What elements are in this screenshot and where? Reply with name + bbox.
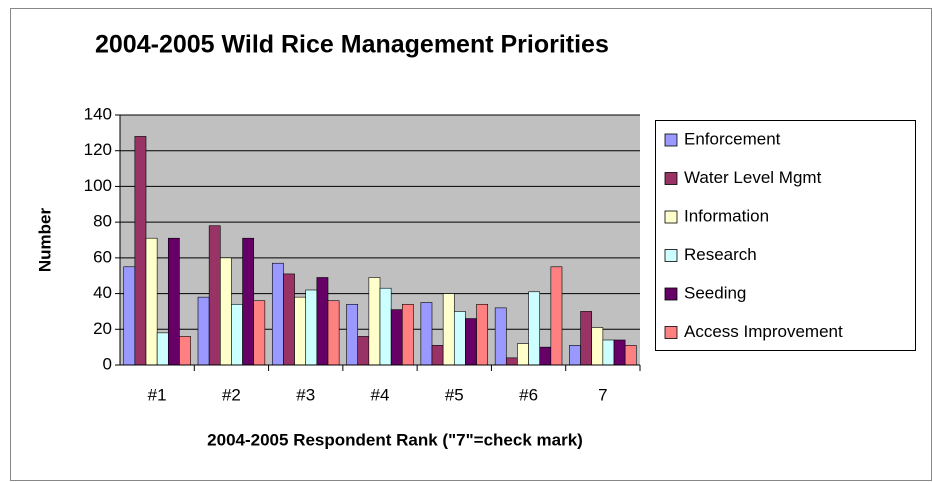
bar bbox=[624, 345, 637, 366]
y-tick-label: 140 bbox=[84, 104, 112, 123]
x-tick-label: #3 bbox=[296, 385, 315, 404]
x-tick-label: #4 bbox=[371, 385, 390, 404]
bar bbox=[167, 237, 180, 366]
bar bbox=[219, 257, 232, 366]
bar bbox=[231, 303, 243, 366]
chart-title: 2004-2005 Wild Rice Management Prioritie… bbox=[95, 31, 609, 59]
bar bbox=[550, 266, 563, 366]
bar bbox=[453, 311, 466, 366]
legend-label: Access Improvement bbox=[684, 322, 843, 341]
legend-swatch bbox=[664, 287, 678, 301]
y-tick-label: 100 bbox=[84, 176, 112, 195]
bar bbox=[431, 345, 444, 366]
y-tick-label: 60 bbox=[93, 247, 112, 266]
bar bbox=[197, 296, 210, 366]
x-tick-label: 7 bbox=[598, 385, 607, 404]
y-tick-label: 0 bbox=[103, 354, 112, 373]
bar bbox=[602, 339, 615, 366]
bar bbox=[390, 309, 403, 366]
bar bbox=[569, 345, 581, 366]
bar bbox=[379, 287, 392, 366]
bar bbox=[327, 300, 340, 366]
bar bbox=[253, 300, 266, 366]
legend-swatch bbox=[664, 133, 678, 147]
x-tick-label: #1 bbox=[148, 385, 167, 404]
bar bbox=[580, 311, 593, 366]
bar bbox=[476, 303, 489, 366]
bar bbox=[242, 237, 255, 366]
y-axis-label: Number bbox=[35, 208, 54, 273]
bar bbox=[134, 136, 147, 366]
legend-swatch bbox=[664, 172, 678, 185]
bar bbox=[420, 302, 433, 366]
bar bbox=[208, 225, 221, 366]
bar bbox=[305, 289, 318, 366]
legend-label: Enforcement bbox=[684, 129, 781, 148]
legend-label: Seeding bbox=[684, 283, 746, 302]
bar bbox=[539, 346, 552, 366]
legend-label: Information bbox=[684, 206, 769, 225]
bar bbox=[442, 293, 455, 366]
bar bbox=[179, 336, 191, 366]
bar bbox=[145, 237, 158, 366]
legend-swatch bbox=[664, 326, 678, 339]
legend-label: Research bbox=[684, 245, 757, 264]
bar bbox=[591, 327, 604, 366]
legend-swatch bbox=[664, 210, 678, 224]
bar bbox=[368, 277, 381, 366]
bar bbox=[294, 296, 307, 366]
y-tick-label: 120 bbox=[84, 140, 112, 159]
bar bbox=[271, 262, 284, 366]
bar bbox=[156, 332, 169, 366]
bar bbox=[528, 291, 541, 366]
bar bbox=[346, 303, 359, 366]
bar bbox=[357, 336, 370, 366]
legend-label: Water Level Mgmt bbox=[684, 168, 822, 187]
y-tick-label: 20 bbox=[93, 319, 112, 338]
legend-swatch bbox=[664, 249, 678, 262]
bar bbox=[505, 357, 518, 366]
bar bbox=[316, 277, 329, 366]
bar bbox=[283, 273, 295, 366]
bar bbox=[494, 307, 507, 366]
y-tick-label: 40 bbox=[93, 283, 112, 302]
bar bbox=[123, 266, 136, 366]
bar bbox=[517, 343, 529, 366]
bar bbox=[401, 303, 414, 366]
legend bbox=[655, 120, 916, 351]
x-tick-label: #6 bbox=[519, 385, 538, 404]
bar bbox=[613, 339, 626, 366]
x-tick-label: #2 bbox=[222, 385, 241, 404]
bar bbox=[465, 318, 477, 366]
x-axis-label: 2004-2005 Respondent Rank ("7"=check mar… bbox=[207, 430, 583, 449]
y-tick-label: 80 bbox=[93, 212, 112, 231]
x-tick-label: #5 bbox=[445, 385, 464, 404]
